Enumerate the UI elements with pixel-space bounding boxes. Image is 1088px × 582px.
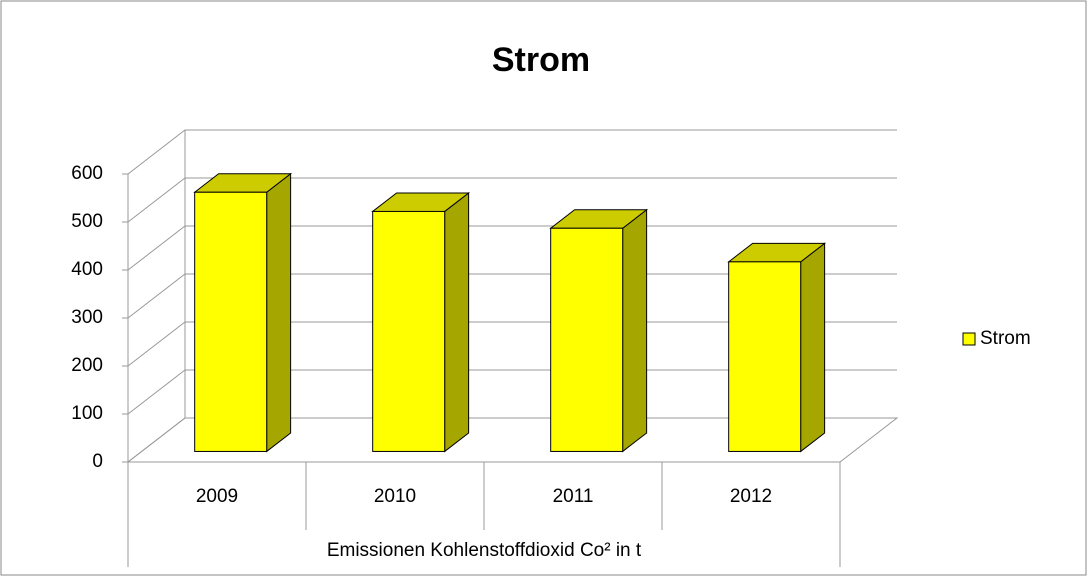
bar-side: [266, 172, 292, 453]
bar: [372, 210, 446, 452]
grid-line: [127, 369, 897, 415]
bar-side: [444, 191, 470, 453]
x-axis-title: Emissionen Kohlenstoffdioxid Co² in t: [327, 540, 642, 561]
grid-line: [127, 321, 897, 367]
grid-line: [127, 225, 897, 271]
bar: [550, 227, 624, 452]
y-tick-label: 0: [92, 451, 103, 472]
y-tick-label: 500: [71, 211, 103, 232]
y-tick-label: 300: [71, 307, 103, 328]
grid-line: [127, 129, 897, 175]
chart-title: Strom: [492, 41, 590, 79]
y-tick-label: 400: [71, 259, 103, 280]
y-tick-label: 100: [71, 403, 103, 424]
bar-side: [622, 208, 648, 453]
bar-side: [800, 242, 826, 453]
y-tick-label: 600: [71, 163, 103, 184]
grid-line: [127, 177, 897, 223]
x-tick-label: 2012: [730, 486, 772, 507]
x-tick-label: 2011: [553, 486, 594, 507]
y-tick-label: 200: [71, 355, 103, 376]
legend-swatch: [962, 332, 976, 346]
bar: [194, 191, 268, 452]
x-tick-label: 2009: [196, 486, 238, 507]
legend-label: Strom: [980, 328, 1031, 349]
x-tick-label: 2010: [374, 486, 416, 507]
bar: [728, 261, 802, 452]
grid-line: [127, 417, 897, 463]
grid-line: [127, 273, 897, 319]
